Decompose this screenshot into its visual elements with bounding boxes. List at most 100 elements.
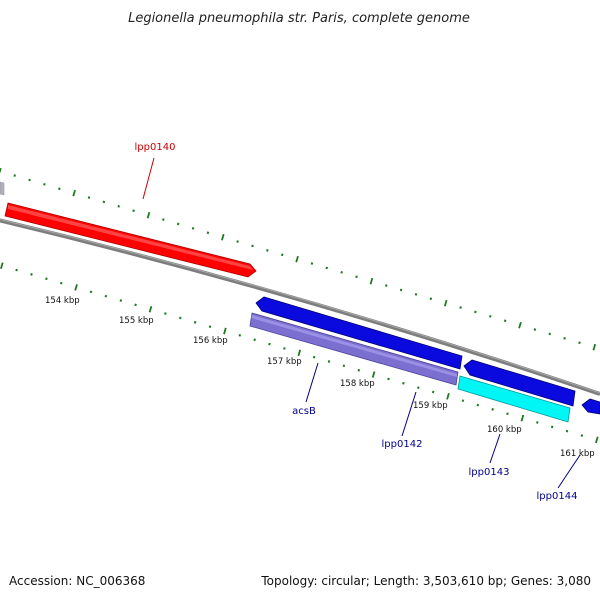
- gene-label-lpp0144[interactable]: lpp0144: [537, 491, 578, 502]
- lower-track-minor-tick: [283, 347, 286, 350]
- lower-track-major-tick: [520, 414, 525, 422]
- map-title: Legionella pneumophila str. Paris, compl…: [128, 11, 470, 26]
- upper-track-minor-tick: [414, 293, 418, 296]
- gene-label-lpp0140[interactable]: lpp0140: [135, 142, 176, 153]
- lower-track-major-tick: [371, 371, 376, 378]
- lower-track-minor-tick: [565, 429, 569, 433]
- gene-label-acsB[interactable]: acsB: [292, 406, 316, 417]
- lower-track-minor-tick: [30, 273, 33, 276]
- accession-text: Accession: NC_006368: [9, 574, 145, 588]
- upper-track-minor-tick: [340, 271, 343, 274]
- upper-track-minor-tick: [503, 319, 507, 323]
- lower-track-minor-tick: [312, 355, 316, 359]
- lower-track-major-tick: [0, 262, 4, 270]
- lower-track-minor-tick: [402, 381, 405, 385]
- upper-track-minor-tick: [43, 183, 46, 186]
- lower-track-minor-tick: [476, 403, 480, 407]
- upper-track-minor-tick: [236, 240, 239, 243]
- upper-track-minor-tick: [176, 222, 180, 226]
- upper-track-major-tick: [221, 233, 225, 241]
- leader-lpp0144: [557, 454, 581, 489]
- gene-label-lpp0143[interactable]: lpp0143: [469, 467, 510, 478]
- leader-lpp0143: [489, 433, 501, 464]
- lower-track-minor-tick: [506, 412, 509, 416]
- upper-track-minor-tick: [251, 244, 254, 248]
- lower-track-minor-tick: [164, 312, 167, 315]
- upper-track-minor-tick: [384, 284, 388, 287]
- lower-track-minor-tick: [208, 325, 212, 328]
- upper-track-major-tick: [146, 211, 151, 219]
- scale-labels: 154 kbp 155 kbp 156 kbp 157 kbp 158 kbp …: [45, 296, 595, 459]
- lower-track-minor-tick: [253, 338, 256, 342]
- upper-track-major-tick: [295, 255, 299, 263]
- lower-track-minor-tick: [104, 294, 108, 298]
- upper-track-major-tick: [592, 343, 597, 351]
- lower-track-minor-tick: [238, 334, 242, 337]
- upper-track-minor-tick: [266, 248, 269, 252]
- gene-acsB-shade: [251, 315, 457, 377]
- lower-track-minor-tick: [193, 320, 197, 324]
- upper-track-minor-tick: [87, 196, 91, 199]
- lower-track-major-tick: [148, 305, 153, 313]
- upper-track-minor-tick: [206, 231, 210, 235]
- kbp-label-161: 161 kbp: [560, 449, 595, 459]
- lower-track-minor-tick: [45, 277, 48, 281]
- gene-lpp0144[interactable]: [581, 398, 600, 415]
- lower-track-major-tick: [446, 393, 450, 400]
- upper-track-minor-tick: [429, 297, 433, 301]
- leader-acsB: [305, 362, 319, 403]
- leader-lpp0142: [401, 391, 417, 437]
- gene-lpp0141[interactable]: [255, 296, 463, 370]
- upper-track-major-tick: [369, 277, 374, 285]
- kbp-label-155: 155 kbp: [119, 316, 154, 326]
- gene-lpp0142[interactable]: [463, 359, 576, 407]
- lower-track-minor-tick: [491, 407, 494, 411]
- lower-track-minor-tick: [89, 290, 93, 294]
- upper-track-minor-tick: [355, 275, 358, 279]
- upper-track-minor-tick: [13, 174, 16, 177]
- kbp-label-156: 156 kbp: [193, 336, 228, 346]
- upper-track-minor-tick: [578, 341, 581, 345]
- upper-track-minor-tick: [280, 253, 284, 257]
- gene-lpp0143[interactable]: [457, 375, 571, 423]
- upper-track-minor-tick: [310, 262, 314, 265]
- upper-track-major-tick: [0, 167, 2, 174]
- lower-track-minor-tick: [268, 342, 271, 346]
- upper-track-minor-tick: [474, 310, 477, 314]
- upper-track-minor-tick: [28, 178, 31, 182]
- kbp-label-154: 154 kbp: [45, 296, 80, 306]
- upper-track-minor-tick: [191, 226, 195, 230]
- lower-track-minor-tick: [387, 377, 390, 381]
- gene-partial-left[interactable]: [0, 181, 5, 196]
- lower-track-minor-tick: [580, 434, 584, 437]
- genome-backbone-highlight: [0, 218, 600, 394]
- lower-track-major-tick: [223, 327, 227, 335]
- lower-track-minor-tick: [179, 316, 182, 320]
- upper-track-minor-tick: [399, 288, 403, 292]
- lower-track-minor-tick: [327, 360, 331, 363]
- lower-track-minor-tick: [134, 303, 137, 307]
- genome-backbone: [0, 218, 600, 396]
- upper-track-major-tick: [72, 189, 76, 197]
- kbp-label-160: 160 kbp: [487, 425, 522, 435]
- lower-track-major-tick: [74, 284, 78, 291]
- lower-track-minor-tick: [536, 421, 539, 424]
- upper-track-minor-tick: [548, 332, 552, 336]
- upper-track-minor-tick: [162, 218, 165, 221]
- gene-label-lpp0142[interactable]: lpp0142: [382, 439, 423, 450]
- lower-track-minor-tick: [461, 399, 465, 402]
- lower-track-major-tick: [595, 436, 599, 444]
- kbp-label-159: 159 kbp: [413, 401, 448, 411]
- lower-track-minor-tick: [357, 368, 361, 372]
- upper-track-minor-tick: [117, 205, 120, 208]
- lower-track-minor-tick: [15, 268, 18, 272]
- lower-track-minor-tick: [60, 281, 63, 285]
- scale-ticks: [0, 167, 599, 444]
- lower-track-minor-tick: [417, 386, 420, 389]
- upper-track-major-tick: [443, 299, 448, 307]
- kbp-label-158: 158 kbp: [340, 379, 375, 389]
- genome-summary-text: Topology: circular; Length: 3,503,610 bp…: [260, 574, 591, 588]
- gene-lpp0140-shade: [8, 205, 253, 270]
